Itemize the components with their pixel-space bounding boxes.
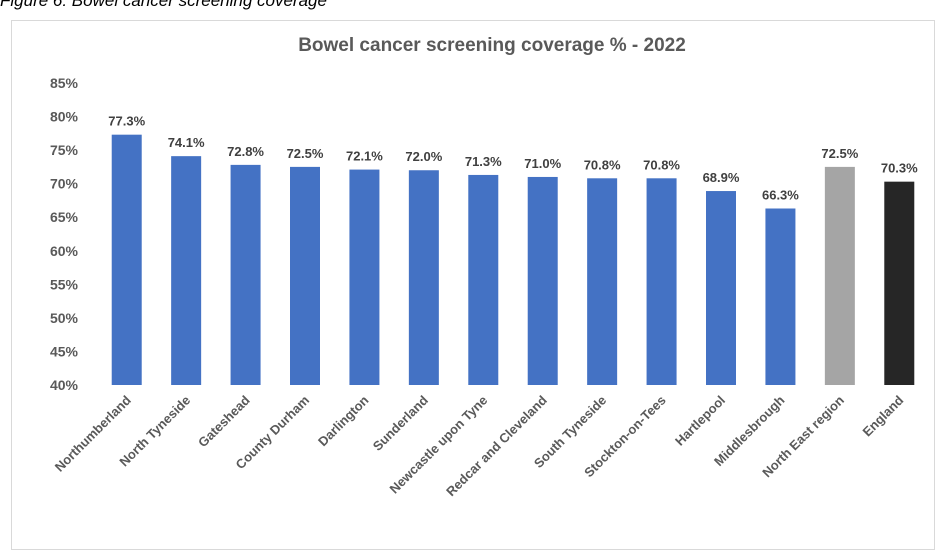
x-tick-label: England bbox=[860, 392, 907, 439]
data-label: 70.8% bbox=[584, 157, 621, 172]
bar bbox=[765, 208, 796, 385]
y-tick-label: 65% bbox=[50, 209, 79, 225]
x-tick-label: Redcar and Cleveland bbox=[443, 392, 550, 499]
data-label: 72.5% bbox=[287, 146, 324, 161]
data-label: 71.0% bbox=[524, 156, 561, 171]
bar bbox=[468, 174, 499, 385]
bar bbox=[884, 181, 915, 385]
y-tick-label: 45% bbox=[50, 343, 79, 359]
data-label: 74.1% bbox=[168, 135, 205, 150]
data-label: 72.8% bbox=[227, 144, 264, 159]
y-tick-label: 60% bbox=[50, 243, 79, 259]
data-label: 72.5% bbox=[821, 146, 858, 161]
bar bbox=[706, 191, 736, 385]
figure-caption: Figure 6: Bowel cancer screening coverag… bbox=[0, 0, 327, 10]
x-tick-label: Gateshead bbox=[195, 392, 253, 450]
bar bbox=[111, 134, 142, 385]
bars bbox=[111, 134, 915, 385]
bar bbox=[587, 178, 618, 385]
data-label: 70.8% bbox=[643, 157, 680, 172]
data-label: 66.3% bbox=[762, 187, 799, 202]
y-tick-label: 75% bbox=[50, 142, 79, 158]
y-tick-label: 70% bbox=[50, 176, 79, 192]
x-tick-label: Newcastle upon Tyne bbox=[386, 393, 490, 497]
data-label: 70.3% bbox=[881, 161, 918, 176]
bar bbox=[230, 164, 261, 385]
y-tick-label: 50% bbox=[50, 310, 79, 326]
data-label: 72.1% bbox=[346, 149, 383, 164]
bar bbox=[646, 178, 677, 385]
x-tick-label: Sunderland bbox=[370, 392, 431, 453]
bar bbox=[527, 176, 558, 385]
y-tick-label: 80% bbox=[50, 109, 79, 125]
data-label: 71.3% bbox=[465, 154, 502, 169]
chart-area: Bowel cancer screening coverage % - 2022… bbox=[11, 20, 935, 550]
x-tick-label: Darlington bbox=[315, 392, 372, 449]
y-tick-label: 40% bbox=[50, 377, 79, 393]
bar bbox=[408, 170, 439, 385]
y-tick-label: 55% bbox=[50, 276, 79, 292]
bar bbox=[349, 169, 380, 385]
data-label: 68.9% bbox=[703, 170, 740, 185]
bar bbox=[824, 166, 855, 385]
bar bbox=[290, 166, 320, 385]
bar bbox=[171, 156, 202, 385]
chart-title: Bowel cancer screening coverage % - 2022 bbox=[298, 35, 686, 56]
data-label: 77.3% bbox=[108, 114, 145, 129]
y-tick-label: 85% bbox=[50, 75, 79, 91]
data-label: 72.0% bbox=[405, 149, 442, 164]
x-tick-label: Hartlepool bbox=[672, 393, 728, 449]
y-axis: 40% 45% 50% 55% 60% 65% 70% 75% 80% 85% bbox=[50, 75, 79, 393]
bar-chart: Bowel cancer screening coverage % - 2022… bbox=[50, 35, 918, 499]
data-labels: 77.3% 74.1% 72.8% 72.5% 72.1% 72.0% 71.3% 71.0%… bbox=[108, 114, 918, 203]
